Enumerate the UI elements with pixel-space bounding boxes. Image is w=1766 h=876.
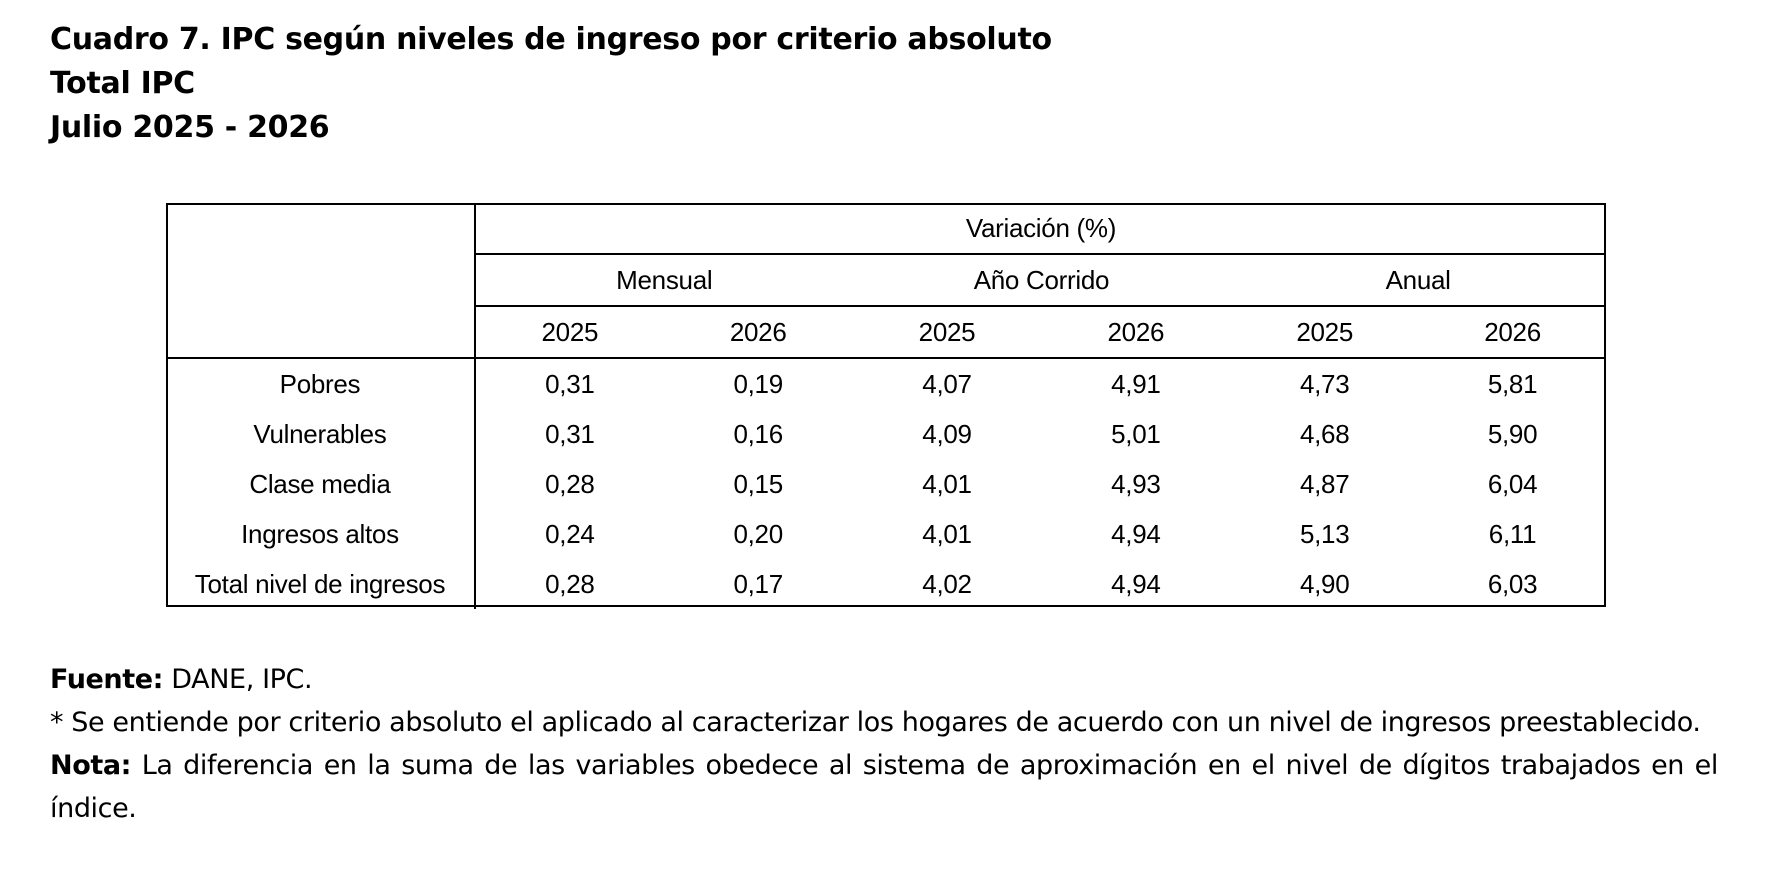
footnote-line: * Se entiende por criterio absoluto el a…: [50, 707, 1701, 738]
table-period: Julio 2025 - 2026: [50, 110, 330, 145]
table-row: Pobres 0,31 0,19 4,07 4,91 4,73 5,81: [166, 358, 1606, 409]
table-cell: 4,94: [1111, 568, 1161, 599]
table-cell: 0,19: [733, 368, 783, 399]
table-row: Vulnerables 0,31 0,16 4,09 5,01 4,68 5,9…: [166, 409, 1606, 459]
table-row: Ingresos altos 0,24 0,20 4,01 4,94 5,13 …: [166, 509, 1606, 559]
table-title-block: Cuadro 7. IPC según niveles de ingreso p…: [50, 18, 1052, 150]
table-cell: 0,31: [545, 418, 595, 449]
table-cell: 6,11: [1488, 518, 1537, 549]
table-cell: 0,17: [733, 568, 783, 599]
header-group-annual: Anual: [1230, 254, 1606, 307]
header-year: 2025: [852, 306, 1042, 359]
table-cell: 6,04: [1487, 468, 1538, 499]
table-notes: Fuente: DANE, IPC. * Se entiende por cri…: [50, 658, 1718, 830]
table-row: Total nivel de ingresos 0,28 0,17 4,02 4…: [166, 559, 1606, 609]
table-cell: 4,01: [922, 468, 972, 499]
table-cell: 0,20: [733, 518, 783, 549]
row-label: Ingresos altos: [166, 509, 476, 559]
table-cell: 5,90: [1487, 418, 1538, 449]
table-cell: 4,91: [1111, 368, 1161, 399]
table-cell: 0,15: [733, 468, 783, 499]
table-title: Cuadro 7. IPC según niveles de ingreso p…: [50, 22, 1052, 57]
row-label: Vulnerables: [166, 409, 476, 459]
header-group-year-to-date: Año Corrido: [852, 254, 1231, 307]
table-cell: 4,93: [1111, 468, 1161, 499]
header-empty-stub: [166, 254, 476, 306]
table-subtitle: Total IPC: [50, 66, 195, 101]
ipc-income-table: Variación (%) Mensual Año Corrido Anual …: [166, 203, 1606, 609]
row-label: Clase media: [166, 459, 476, 509]
header-empty-stub: [166, 306, 476, 359]
row-label: Pobres: [166, 358, 476, 409]
table-cell: 6,03: [1487, 568, 1538, 599]
table-cell: 5,81: [1487, 368, 1538, 399]
header-variation: Variación (%): [474, 203, 1606, 255]
header-group-monthly: Mensual: [474, 254, 853, 307]
table-cell: 4,73: [1299, 368, 1350, 399]
source-text: DANE, IPC.: [163, 664, 313, 695]
header-year: 2026: [1041, 306, 1231, 359]
table-cell: 4,07: [922, 368, 972, 399]
header-year: 2025: [1230, 306, 1420, 359]
table-cell: 4,87: [1299, 468, 1350, 499]
note-label: Nota:: [50, 750, 132, 781]
header-year: 2026: [663, 306, 853, 359]
table-cell: 0,24: [545, 518, 595, 549]
table-cell: 4,68: [1299, 418, 1350, 449]
table-cell: 0,28: [545, 468, 595, 499]
table-cell: 4,94: [1111, 518, 1161, 549]
source-line: Fuente: DANE, IPC.: [50, 658, 1718, 701]
table-cell: 4,90: [1299, 568, 1350, 599]
source-label: Fuente:: [50, 664, 164, 695]
table-cell: 0,28: [545, 568, 595, 599]
table-cell: 4,01: [922, 518, 972, 549]
table-cell: 4,02: [922, 568, 972, 599]
header-empty-stub: [166, 203, 476, 254]
table-cell: 5,13: [1299, 518, 1350, 549]
note-text: La diferencia en la suma de las variable…: [50, 750, 1718, 824]
table-cell: 5,01: [1111, 418, 1161, 449]
table-cell: 4,09: [922, 418, 972, 449]
table-cell: 0,16: [733, 418, 783, 449]
table-row: Clase media 0,28 0,15 4,01 4,93 4,87 6,0…: [166, 459, 1606, 509]
header-year: 2026: [1419, 306, 1606, 359]
row-label: Total nivel de ingresos: [166, 559, 476, 609]
header-year: 2025: [474, 306, 664, 359]
note-line: Nota: La diferencia en la suma de las va…: [50, 744, 1718, 830]
table-cell: 0,31: [545, 368, 595, 399]
